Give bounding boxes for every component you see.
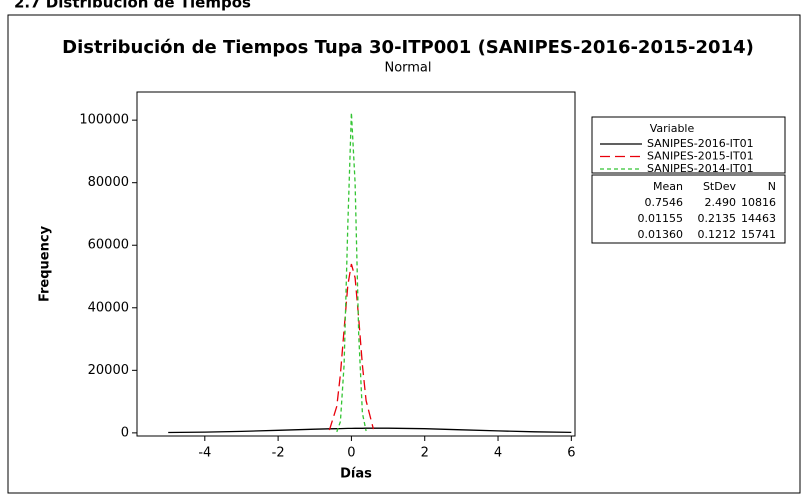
x-tick-label: 4	[494, 446, 502, 461]
y-tick-label: 60000	[88, 238, 129, 253]
section-header: 2.7 Distribución de Tiempos	[14, 0, 251, 12]
y-tick-label: 0	[121, 425, 129, 440]
x-tick-label: -4	[198, 446, 211, 461]
stats-cell: 0.1212	[698, 228, 737, 241]
series-line	[168, 427, 572, 434]
stats-cell: 0.2135	[698, 212, 737, 225]
stats-cell: 14463	[741, 212, 776, 225]
series-line	[328, 263, 375, 431]
legend-label: SANIPES-2015-IT01	[647, 150, 754, 163]
series-line	[336, 112, 367, 433]
chart-subtitle: Normal	[384, 61, 431, 76]
x-tick-label: 2	[421, 446, 429, 461]
stats-header: StDev	[703, 180, 737, 193]
plot-area	[136, 91, 576, 437]
y-axis-label: Frequency	[38, 225, 53, 302]
y-tick-label: 100000	[79, 113, 129, 128]
chart-title: Distribución de Tiempos Tupa 30-ITP001 (…	[62, 37, 754, 58]
stats-cell: 0.01155	[638, 212, 684, 225]
x-tick-label: 6	[567, 446, 575, 461]
y-tick-label: 20000	[88, 363, 129, 378]
legend-title: Variable	[650, 122, 695, 135]
stats-header: N	[768, 180, 776, 193]
stats-cell: 2.490	[705, 196, 737, 209]
stats-cell: 15741	[741, 228, 776, 241]
y-tick-label: 80000	[88, 175, 129, 190]
stats-cell: 0.01360	[638, 228, 684, 241]
legend-box	[591, 116, 786, 174]
stats-box	[591, 174, 786, 244]
legend-label: SANIPES-2016-IT01	[647, 137, 754, 150]
x-tick-label: -2	[272, 446, 285, 461]
y-tick-label: 40000	[88, 300, 129, 315]
stats-cell: 0.7546	[645, 196, 684, 209]
x-tick-label: 0	[347, 446, 355, 461]
legend-label: SANIPES-2014-IT01	[647, 162, 754, 175]
x-axis-label: Días	[340, 467, 372, 482]
chart-frame	[7, 14, 801, 494]
stats-cell: 10816	[741, 196, 776, 209]
stats-header: Mean	[653, 180, 683, 193]
